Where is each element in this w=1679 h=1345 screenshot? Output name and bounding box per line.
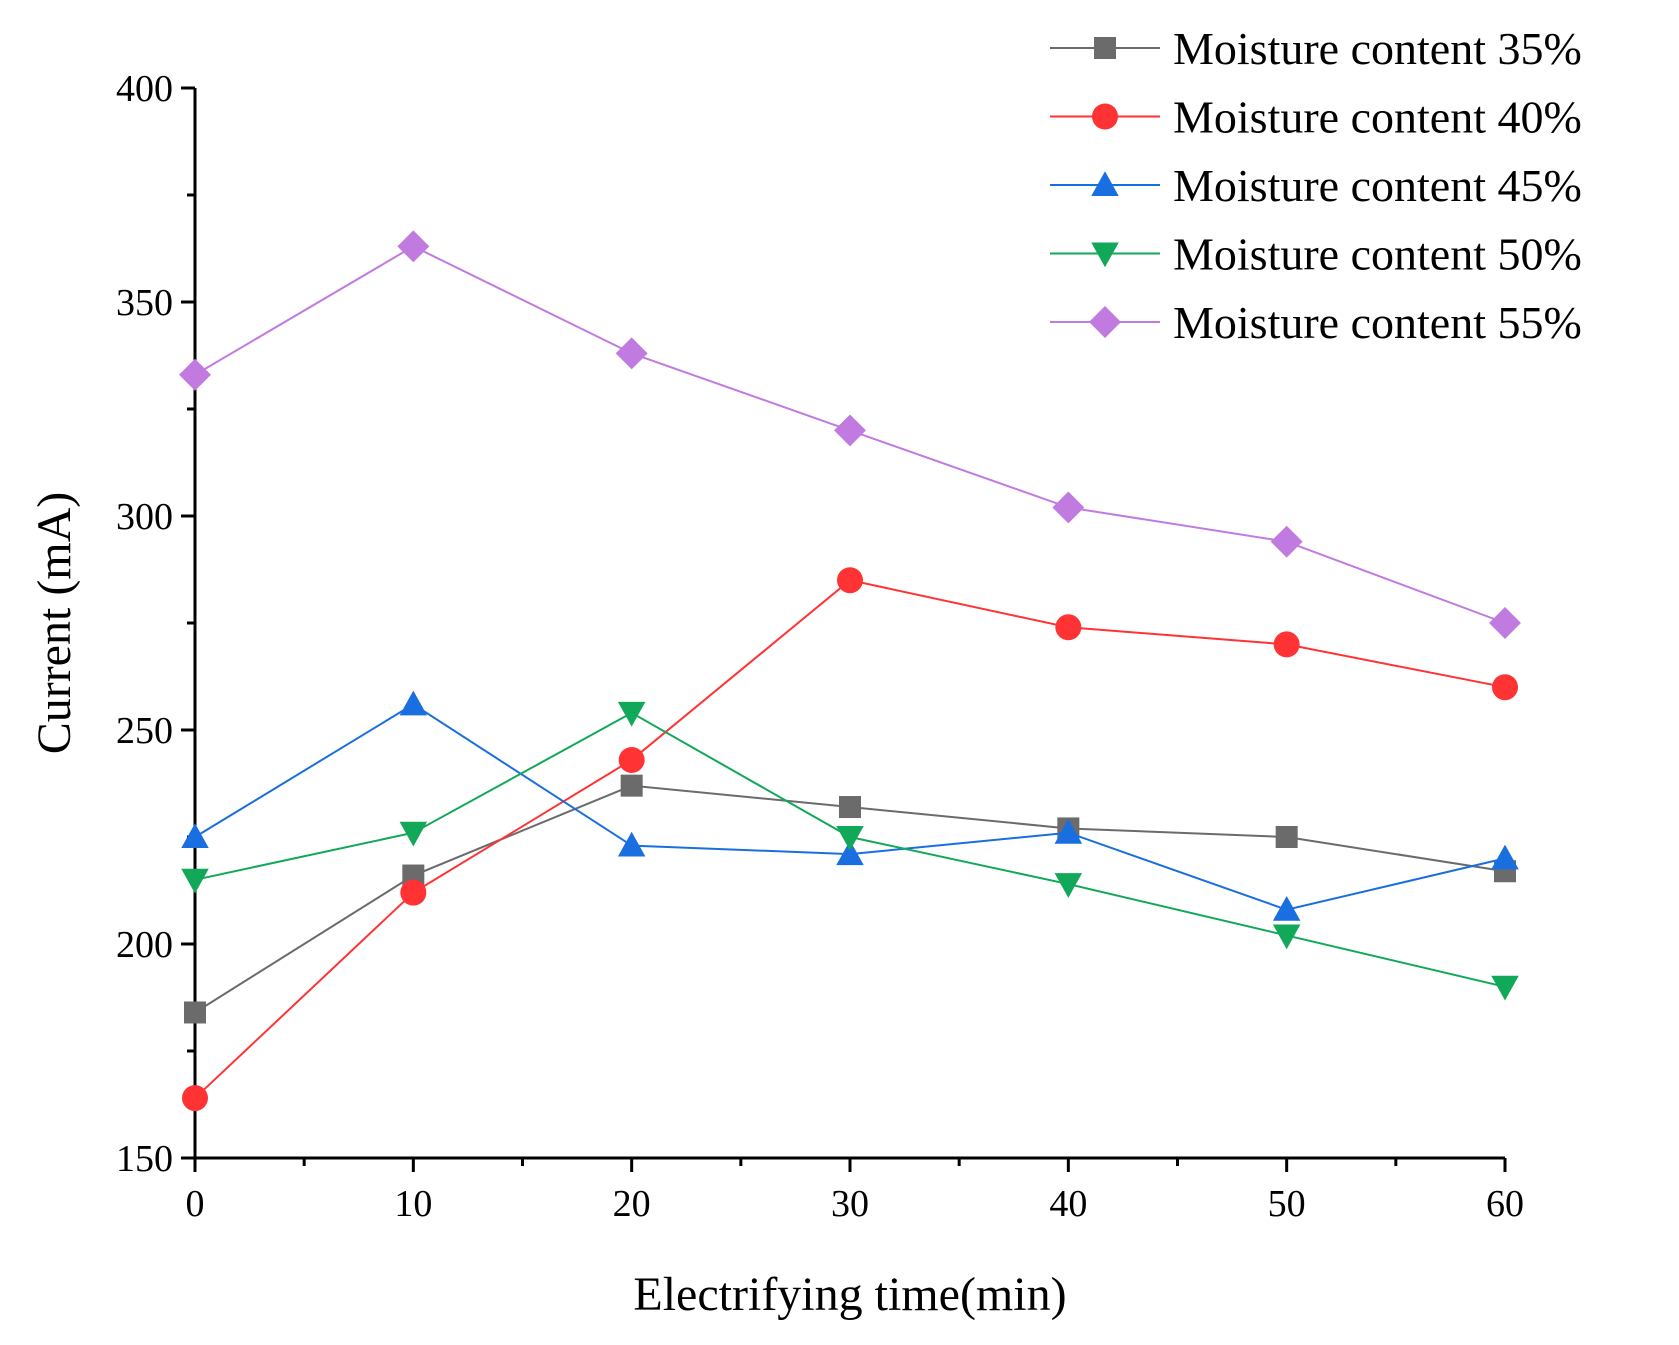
data-point bbox=[1270, 525, 1303, 558]
data-point bbox=[182, 1085, 208, 1112]
axes: 150 200 250 300 350 400 0 10 20 30 40 50 60 bbox=[116, 68, 1524, 1225]
series-3 bbox=[181, 690, 1519, 921]
series-4 bbox=[181, 701, 1519, 1001]
y-axis-title: Current (mA) bbox=[28, 492, 81, 755]
data-point bbox=[617, 701, 646, 727]
legend-item: Moisture content 50% bbox=[1050, 229, 1582, 280]
data-point bbox=[1273, 631, 1300, 658]
data-point bbox=[615, 337, 648, 370]
data-point bbox=[1275, 826, 1298, 848]
series-2 bbox=[182, 567, 1518, 1112]
data-point bbox=[836, 826, 864, 851]
legend-label: Moisture content 40% bbox=[1173, 92, 1582, 143]
legend-marker bbox=[1094, 37, 1116, 59]
x-tick-label: 60 bbox=[1486, 1183, 1524, 1225]
x-tick-label: 10 bbox=[394, 1183, 432, 1225]
legend-label: Moisture content 55% bbox=[1173, 297, 1582, 348]
data-point bbox=[399, 690, 428, 716]
y-tick-label: 150 bbox=[116, 1138, 173, 1180]
x-tick-label: 0 bbox=[186, 1183, 205, 1225]
legend-marker bbox=[1092, 103, 1118, 130]
data-point bbox=[837, 567, 863, 594]
legend-item: Moisture content 40% bbox=[1050, 92, 1582, 143]
legend-item: Moisture content 55% bbox=[1050, 297, 1582, 348]
data-point bbox=[1272, 924, 1301, 950]
data-point bbox=[620, 774, 643, 797]
data-point bbox=[1055, 614, 1082, 641]
legend-marker bbox=[1091, 242, 1119, 268]
data-point bbox=[400, 879, 427, 906]
data-point bbox=[179, 358, 211, 391]
data-point bbox=[181, 823, 209, 848]
data-point bbox=[184, 1001, 206, 1024]
legend-label: Moisture content 45% bbox=[1173, 160, 1582, 211]
y-tick-label: 300 bbox=[116, 496, 173, 538]
legend-label: Moisture content 35% bbox=[1173, 23, 1582, 74]
data-point bbox=[1272, 896, 1301, 921]
legend-item: Moisture content 45% bbox=[1050, 160, 1582, 211]
data-point bbox=[839, 796, 861, 819]
data-point bbox=[1054, 818, 1083, 844]
y-tick-label: 400 bbox=[116, 68, 173, 110]
x-tick-label: 40 bbox=[1049, 1183, 1087, 1225]
data-point bbox=[397, 230, 430, 263]
data-point bbox=[836, 840, 864, 866]
data-point bbox=[1052, 491, 1085, 524]
legend-marker bbox=[1089, 306, 1121, 338]
data-point bbox=[399, 821, 428, 847]
data-point bbox=[1491, 844, 1519, 870]
data-point bbox=[834, 414, 866, 447]
x-tick-label: 30 bbox=[831, 1183, 869, 1225]
data-point bbox=[1492, 674, 1518, 701]
data-point bbox=[1489, 607, 1521, 639]
y-tick-label: 250 bbox=[116, 710, 173, 752]
data-point bbox=[1491, 975, 1519, 1001]
series-layer bbox=[179, 230, 1521, 1112]
data-point bbox=[181, 868, 209, 894]
x-axis-title: Electrifying time(min) bbox=[633, 1268, 1066, 1321]
legend-label: Moisture content 50% bbox=[1173, 229, 1582, 280]
data-point bbox=[1054, 873, 1083, 898]
legend: Moisture content 35% Moisture content 40%… bbox=[1050, 23, 1582, 348]
y-tick-label: 350 bbox=[116, 282, 173, 324]
data-point bbox=[618, 746, 645, 773]
series-1 bbox=[184, 774, 1516, 1024]
legend-item: Moisture content 35% bbox=[1050, 23, 1582, 74]
series-line bbox=[194, 784, 1506, 1014]
legend-marker bbox=[1091, 171, 1119, 196]
x-tick-label: 20 bbox=[613, 1183, 651, 1225]
x-tick-label: 50 bbox=[1268, 1183, 1306, 1225]
series-5 bbox=[179, 230, 1521, 639]
data-point bbox=[617, 831, 646, 857]
y-tick-label: 200 bbox=[116, 924, 173, 966]
